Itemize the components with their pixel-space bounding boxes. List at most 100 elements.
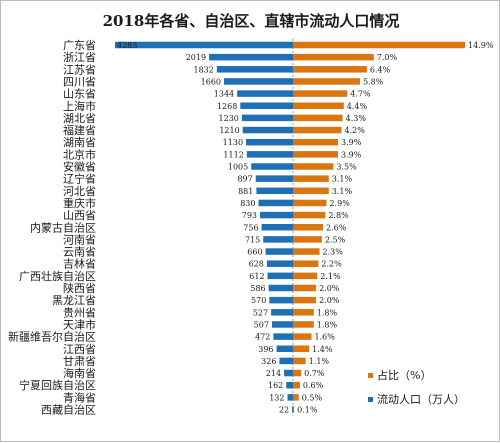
share-value-label: 1.1% [309, 357, 330, 366]
share-bar [293, 369, 302, 377]
population-bar [287, 394, 293, 401]
share-value-label: 2.2% [321, 260, 342, 269]
population-value-label: 570 [251, 296, 266, 305]
category-label: 河北省 [63, 185, 96, 198]
population-bar [261, 224, 293, 231]
share-value-label: 2.6% [326, 223, 347, 232]
population-bar [251, 163, 293, 170]
population-value-label: 507 [254, 320, 269, 329]
share-bar [293, 224, 324, 231]
legend-swatch-share [368, 373, 373, 378]
share-value-label: 4.7% [350, 90, 371, 99]
population-bar [263, 236, 293, 243]
category-label: 湖南省 [63, 136, 96, 149]
share-value-label: 4.4% [347, 102, 368, 111]
category-label: 浙江省 [63, 51, 96, 64]
population-bar [260, 211, 293, 219]
category-label: 河南省 [63, 233, 96, 246]
share-value-label: 0.5% [302, 393, 323, 402]
population-value-label: 586 [250, 284, 265, 293]
category-label: 黑龙江省 [52, 294, 96, 307]
population-value-label: 881 [238, 187, 253, 196]
share-value-label: 14.9% [468, 41, 494, 50]
category-label: 海南省 [63, 366, 96, 380]
share-bar [293, 163, 334, 170]
share-value-label: 2.1% [320, 272, 341, 281]
share-value-label: 2.0% [319, 284, 340, 293]
category-label: 西藏自治区 [41, 403, 96, 417]
population-bar [237, 90, 293, 97]
share-bar [293, 138, 339, 146]
population-bar [273, 333, 293, 340]
population-value-label: 1112 [223, 150, 243, 159]
share-bar [293, 236, 322, 243]
population-value-label: 793 [242, 211, 257, 220]
population-bar [286, 381, 293, 389]
category-label: 广西壮族自治区 [19, 269, 96, 283]
legend-label-population: 流动人口（万人） [377, 392, 465, 406]
share-value-label: 1.4% [312, 345, 333, 354]
category-label: 广东省 [63, 39, 96, 52]
population-value-label: 2019 [186, 53, 206, 62]
population-bar [269, 296, 293, 304]
population-value-label: 527 [253, 308, 268, 317]
population-value-label: 472 [255, 333, 270, 342]
category-label: 甘肃省 [63, 355, 96, 368]
population-bar [284, 369, 293, 377]
population-bar [115, 41, 293, 49]
population-value-label: 214 [266, 369, 281, 378]
category-label: 吉林省 [63, 257, 96, 271]
share-bar [293, 199, 327, 207]
category-label: 江苏省 [63, 63, 96, 76]
population-bar [209, 53, 293, 61]
population-value-label: 1005 [228, 163, 248, 172]
population-value-label: 715 [245, 235, 260, 244]
population-value-label: 326 [261, 357, 276, 366]
population-value-label: 1130 [223, 138, 243, 147]
share-bar [293, 90, 348, 97]
share-value-label: 6.4% [370, 65, 391, 74]
category-label: 云南省 [63, 246, 96, 259]
population-bar [256, 187, 293, 195]
share-bar [293, 66, 367, 73]
share-value-label: 3.9% [341, 138, 362, 147]
population-bar [255, 175, 293, 182]
share-bar [293, 78, 360, 85]
category-label: 宁夏回族自治区 [19, 378, 96, 392]
share-value-label: 0.6% [303, 381, 324, 390]
share-value-label: 3.5% [336, 163, 357, 172]
category-label: 辽宁省 [63, 172, 96, 186]
share-bar [293, 394, 299, 401]
population-value-label: 756 [243, 223, 258, 232]
share-bar [293, 248, 320, 255]
share-value-label: 4.3% [346, 114, 367, 123]
category-label: 福建省 [63, 123, 96, 137]
population-bar [240, 102, 293, 109]
population-bar [268, 284, 293, 292]
population-value-label: 1660 [201, 77, 221, 86]
chart-title: 2018年各省、自治区、直辖市流动人口情况 [103, 12, 400, 30]
population-bar [246, 151, 293, 158]
category-label: 上海市 [63, 99, 96, 113]
share-value-label: 1.8% [317, 320, 338, 329]
population-value-label: 660 [247, 248, 262, 257]
legend: 占比（%） 流动人口（万人） [368, 368, 465, 406]
population-value-label: 1832 [194, 65, 214, 74]
category-label: 重庆市 [63, 196, 96, 210]
category-label: 安徽省 [63, 160, 96, 174]
share-bar [293, 260, 319, 267]
category-label: 内蒙古自治区 [30, 220, 96, 234]
share-value-label: 3.9% [341, 150, 362, 159]
population-value-label: 1210 [219, 126, 239, 135]
share-bar [293, 309, 314, 316]
population-value-label: 22 [279, 406, 289, 415]
share-bar [293, 187, 329, 195]
share-value-label: 4.2% [344, 126, 365, 135]
share-bar [293, 333, 312, 340]
population-bar [242, 126, 293, 134]
share-bar [293, 321, 314, 328]
population-bar [279, 357, 293, 365]
population-bar [267, 272, 293, 280]
population-value-label: 162 [268, 381, 283, 390]
